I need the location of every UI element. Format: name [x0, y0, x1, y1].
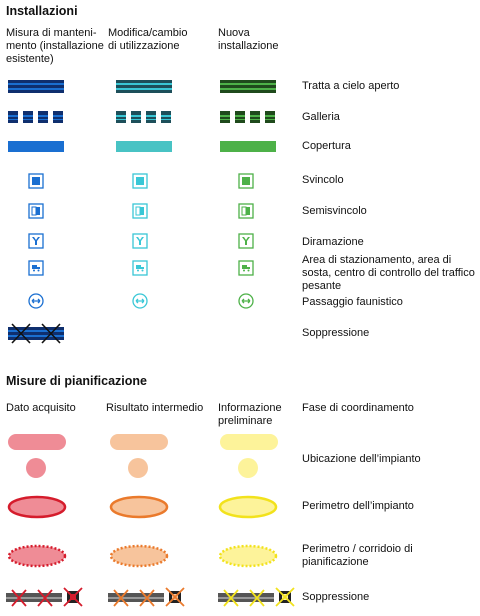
col-maintenance-symbols — [8, 80, 64, 344]
location-pill — [220, 434, 278, 450]
row-label-rest-area: Area di stazionamento, area di sosta, ce… — [302, 254, 475, 292]
column-header-preliminary: Informazione preliminare — [218, 402, 282, 427]
cover-bar — [8, 141, 64, 152]
row-label-cover: Copertura — [302, 140, 351, 152]
col-new-symbols — [220, 80, 276, 309]
half-interchange-icon — [238, 203, 254, 219]
interchange-icon — [28, 173, 44, 189]
column-header-acquired: Dato acquisito — [6, 402, 76, 414]
col-intermediate-symbols — [108, 434, 185, 607]
col-preliminary-symbols — [218, 434, 295, 607]
row-label-open-section: Tratta a cielo aperto — [302, 80, 400, 92]
col-modification-symbols — [116, 80, 172, 309]
row-label-suppression: Soppressione — [302, 327, 370, 339]
tunnel-dashed-line — [220, 111, 275, 123]
column-header-modification: Modifica/cambio di utilizzazione — [108, 27, 188, 52]
location-pill — [110, 434, 168, 450]
truck-rest-area-icon — [132, 260, 148, 276]
branch-icon — [132, 233, 148, 249]
perimeter-ellipse — [7, 495, 67, 519]
interchange-icon — [132, 173, 148, 189]
perimeter-ellipse — [109, 495, 169, 519]
branch-icon — [28, 233, 44, 249]
tunnel-dashed-line — [8, 111, 63, 123]
row-label-suppression-planning: Soppressione — [302, 591, 370, 603]
column-header-maintenance: Misura di manteni- mento (installazione … — [6, 27, 104, 65]
row-label-plant-perimeter: Perimetro dell’impianto — [302, 500, 414, 512]
truck-rest-area-icon — [238, 260, 254, 276]
suppression-cross-icon — [218, 587, 295, 607]
column-header-intermediate: Risultato intermedio — [106, 402, 204, 414]
tunnel-dashed-line — [116, 111, 171, 123]
corridor-ellipse — [218, 544, 278, 568]
suppression-cross-icon — [8, 323, 64, 344]
open-section-line — [116, 80, 172, 93]
suppression-cross-icon — [6, 587, 83, 607]
wildlife-crossing-icon — [28, 293, 44, 309]
row-label-interchange: Svincolo — [302, 174, 344, 186]
wildlife-crossing-icon — [132, 293, 148, 309]
cover-bar — [220, 141, 276, 152]
open-section-line — [220, 80, 276, 93]
half-interchange-icon — [132, 203, 148, 219]
perimeter-ellipse — [218, 495, 278, 519]
corridor-ellipse — [109, 544, 169, 568]
half-interchange-icon — [28, 203, 44, 219]
row-label-plant-location: Ubicazione dell’impianto — [302, 453, 421, 465]
open-section-line — [8, 80, 64, 93]
row-label-tunnel: Galleria — [302, 111, 340, 123]
column-header-coordination: Fase di coordinamento — [302, 402, 414, 414]
row-label-wildlife-crossing: Passaggio faunistico — [302, 296, 403, 308]
row-label-branch: Diramazione — [302, 236, 364, 248]
wildlife-crossing-icon — [238, 293, 254, 309]
col-acquired-symbols — [6, 434, 83, 607]
cover-bar — [116, 141, 172, 152]
corridor-ellipse — [7, 544, 67, 568]
row-label-half-interchange: Semisvincolo — [302, 205, 367, 217]
truck-rest-area-icon — [28, 260, 44, 276]
suppression-cross-icon — [108, 587, 185, 607]
location-pill — [8, 434, 66, 450]
section-title-installazioni: Installazioni — [6, 4, 78, 18]
interchange-icon — [238, 173, 254, 189]
branch-icon — [238, 233, 254, 249]
location-dot — [238, 458, 258, 478]
section-title-misure: Misure di pianificazione — [6, 374, 147, 388]
location-dot — [128, 458, 148, 478]
location-dot — [26, 458, 46, 478]
column-header-new: Nuova installazione — [218, 27, 279, 52]
row-label-planning-corridor: Perimetro / corridoio di pianificazione — [302, 543, 413, 568]
